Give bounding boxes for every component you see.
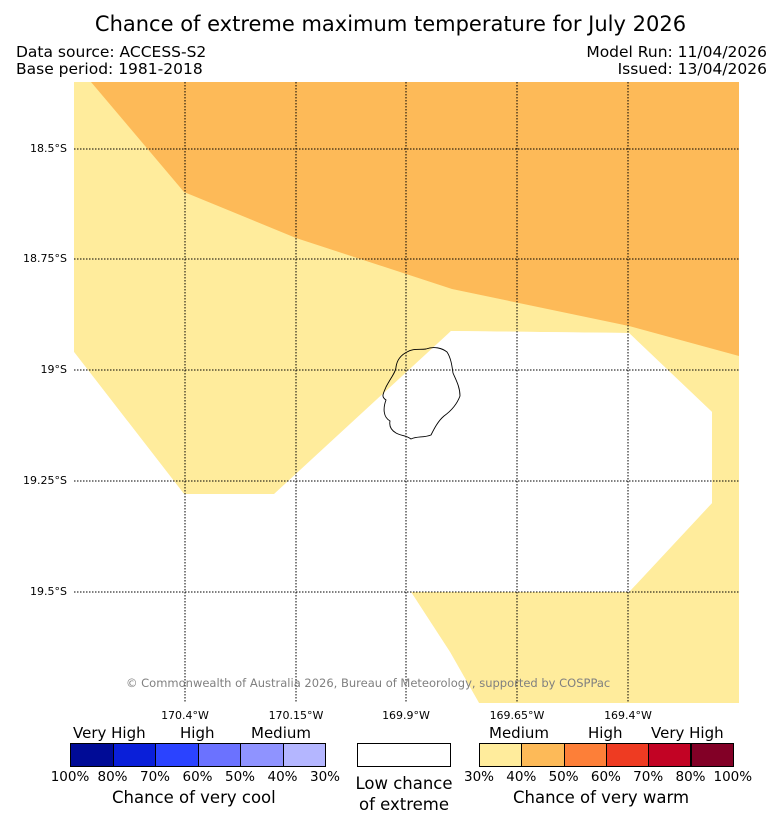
neutral-caption-line2: of extreme [358, 795, 450, 814]
chart-title: Chance of extreme maximum temperature fo… [94, 12, 687, 36]
warm-percent-label: 50% [548, 769, 579, 785]
cool-swatch [155, 743, 199, 767]
issued-date: Issued: 13/04/2026 [617, 60, 767, 78]
cool-swatch [240, 743, 284, 767]
cool-category-very-high: Very High [73, 724, 146, 742]
low-chance-swatch [357, 743, 451, 767]
cool-category-high: High [180, 724, 215, 742]
warm-swatch [648, 743, 692, 767]
latitude-label: 18.5°S [30, 142, 67, 155]
cool-swatch [282, 743, 326, 767]
latitude-label: 18.75°S [23, 252, 67, 265]
cool-category-medium: Medium [251, 724, 311, 742]
copyright-credit: © Commonwealth of Australia 2026, Bureau… [126, 676, 611, 690]
warm-percent-label: 70% [633, 769, 664, 785]
cool-percent-label: 100% [50, 769, 90, 785]
longitude-label: 170.4°W [161, 709, 209, 722]
forecast-map [74, 82, 739, 703]
longitude-label: 169.9°W [382, 709, 430, 722]
latitude-label: 19°S [40, 363, 67, 376]
base-period: Base period: 1981-2018 [16, 60, 203, 78]
warm-swatch [521, 743, 565, 767]
warm-swatch [605, 743, 650, 767]
data-source: Data source: ACCESS-S2 [16, 43, 207, 61]
warm-percent-label: 60% [590, 769, 621, 785]
cool-caption: Chance of very cool [112, 788, 276, 807]
warm-caption: Chance of very warm [513, 788, 690, 807]
warm-percent-label: 100% [713, 769, 753, 785]
warm-swatch [690, 743, 734, 767]
warm-percent-label: 40% [506, 769, 537, 785]
latitude-label: 19.5°S [30, 585, 67, 598]
cool-percent-label: 70% [139, 769, 170, 785]
cool-percent-label: 60% [182, 769, 213, 785]
model-run: Model Run: 11/04/2026 [586, 43, 767, 61]
longitude-label: 170.15°W [268, 709, 324, 722]
warm-category-medium: Medium [489, 724, 549, 742]
warm-swatch [563, 743, 607, 767]
map-gridlines [74, 82, 739, 703]
neutral-caption-line1: Low chance [355, 774, 453, 793]
high-warm-region [91, 82, 739, 356]
warm-category-high: High [588, 724, 623, 742]
longitude-label: 169.4°W [604, 709, 652, 722]
cool-percent-label: 30% [309, 769, 340, 785]
warm-category-very-high: Very High [651, 724, 724, 742]
longitude-label: 169.65°W [489, 709, 545, 722]
island-coastline [382, 347, 461, 440]
latitude-label: 19.25°S [23, 474, 67, 487]
cool-swatch [197, 743, 241, 767]
cool-percent-label: 40% [267, 769, 298, 785]
cool-percent-label: 80% [97, 769, 128, 785]
warm-percent-label: 80% [675, 769, 706, 785]
cool-swatch [70, 743, 114, 767]
cool-swatch [112, 743, 156, 767]
cool-percent-label: 50% [224, 769, 255, 785]
warm-percent-label: 30% [463, 769, 494, 785]
warm-swatch [479, 743, 523, 767]
